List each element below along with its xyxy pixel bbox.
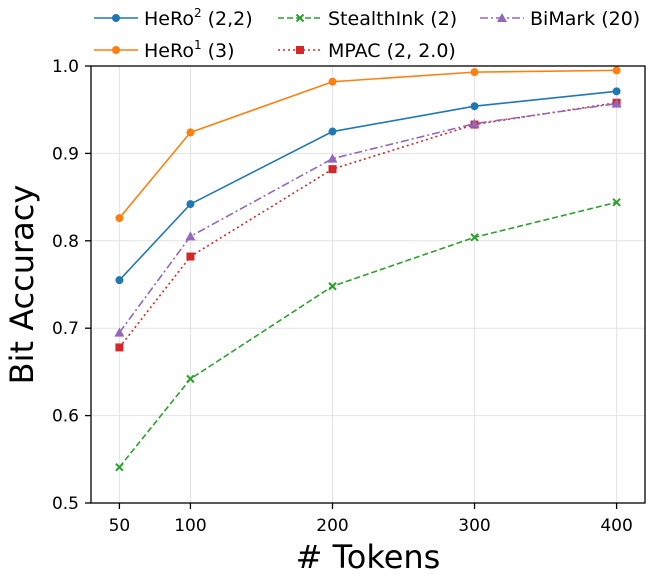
y-tick-label: 0.7 <box>52 319 79 339</box>
data-point <box>115 214 124 223</box>
legend-item: BiMark (20) <box>480 8 640 30</box>
data-point <box>612 87 621 96</box>
legend-marker <box>112 14 120 22</box>
data-point <box>115 462 124 472</box>
series-3 <box>115 98 621 352</box>
y-tick-label: 1.0 <box>52 57 79 77</box>
data-point <box>327 153 338 163</box>
data-point <box>185 231 196 241</box>
x-tick-label: 300 <box>458 516 490 536</box>
data-point <box>612 66 621 75</box>
data-point <box>186 128 195 137</box>
data-point <box>114 327 125 337</box>
y-axis-label: Bit Accuracy <box>3 185 41 385</box>
x-tick-label: 100 <box>174 516 206 536</box>
series-line <box>118 102 617 334</box>
data-point <box>470 102 479 111</box>
data-point <box>328 77 337 86</box>
legend-item: StealthInk (2) <box>278 8 457 30</box>
data-point <box>328 127 337 136</box>
data-point <box>186 374 195 384</box>
legend-item: HeRo2 (2,2) <box>94 6 253 30</box>
data-point <box>186 252 195 261</box>
y-tick-label: 0.8 <box>52 232 79 252</box>
series-0 <box>115 87 621 285</box>
data-point <box>328 282 337 291</box>
data-point <box>328 165 337 174</box>
data-point <box>115 276 124 285</box>
legend-label: HeRo1 (3) <box>144 38 235 62</box>
data-point <box>186 200 195 209</box>
y-tick-label: 0.9 <box>52 144 79 164</box>
series-line <box>118 69 617 219</box>
x-axis-label: # Tokens <box>296 538 441 576</box>
x-tick-label: 400 <box>600 516 632 536</box>
grid <box>91 65 645 504</box>
series-line <box>118 101 617 348</box>
legend-marker <box>295 13 305 23</box>
y-tick-label: 0.5 <box>52 494 79 514</box>
data-point <box>611 98 622 108</box>
data-point <box>469 118 480 128</box>
legend-label: BiMark (20) <box>530 8 640 30</box>
data-point <box>115 343 124 352</box>
legend-item: HeRo1 (3) <box>94 38 235 62</box>
series-4 <box>114 98 622 337</box>
y-tick-label: 0.6 <box>52 407 79 427</box>
series-layer <box>114 66 622 472</box>
series-line <box>118 90 617 281</box>
legend-label: MPAC (2, 2.0) <box>328 40 456 62</box>
data-point <box>470 68 479 77</box>
legend: HeRo2 (2,2) HeRo1 (3) StealthInk (2) MPAC (… <box>94 6 640 62</box>
legend-item: MPAC (2, 2.0) <box>278 40 456 62</box>
series-2 <box>115 198 621 472</box>
plot-frame <box>90 65 646 504</box>
x-tick-label: 50 <box>109 516 131 536</box>
legend-label: StealthInk (2) <box>328 8 457 30</box>
data-point <box>470 233 479 242</box>
legend-label: HeRo2 (2,2) <box>144 6 253 30</box>
legend-marker <box>112 46 120 54</box>
series-1 <box>115 66 621 223</box>
data-point <box>612 198 621 207</box>
legend-marker <box>296 46 304 54</box>
legend-marker <box>497 13 507 22</box>
x-tick-label: 200 <box>316 516 348 536</box>
ticks: 50 100 200 300 400 0.5 0.6 0.7 0.8 0.9 1.0 <box>52 57 633 536</box>
series-line <box>118 201 617 468</box>
